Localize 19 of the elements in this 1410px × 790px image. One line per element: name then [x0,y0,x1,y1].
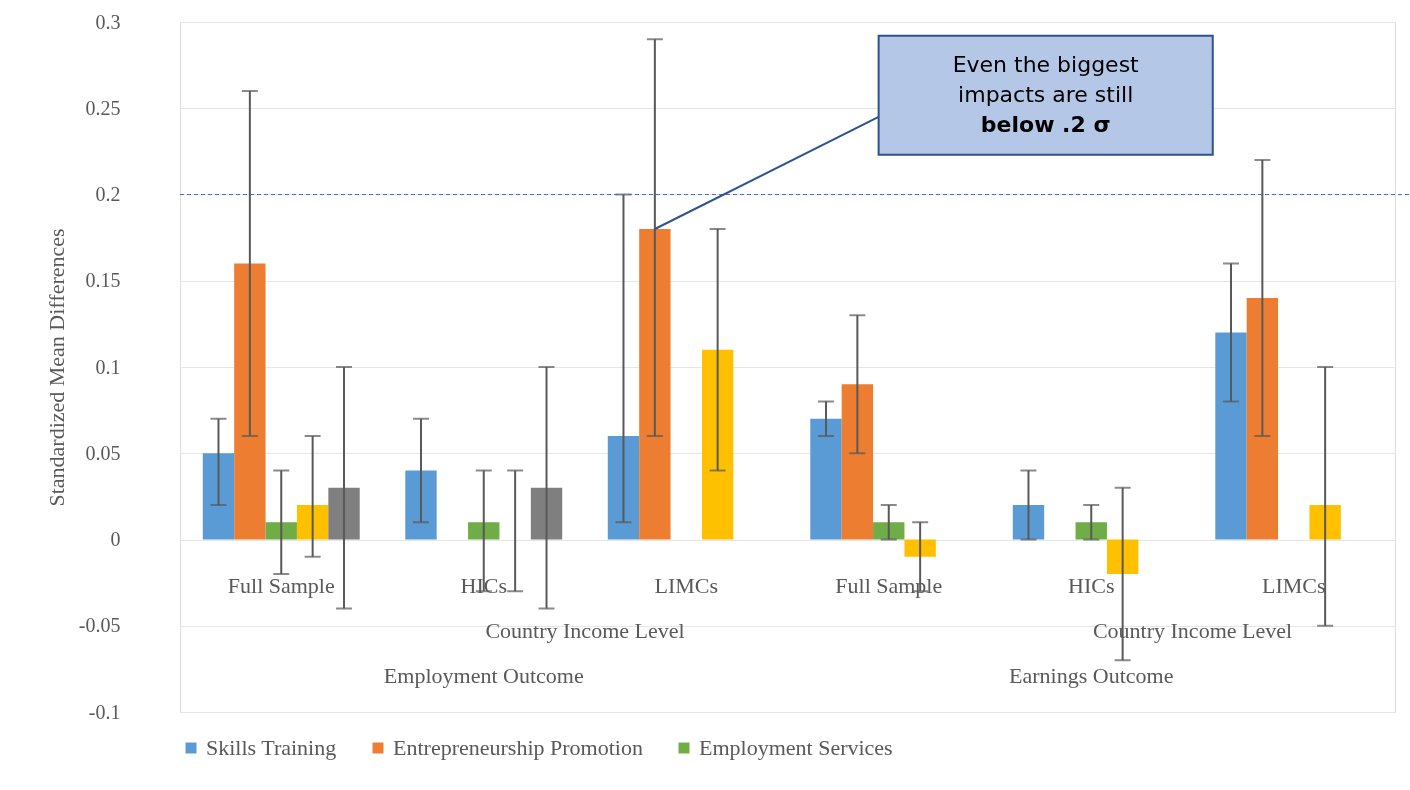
y-tick-label: 0.1 [95,355,121,378]
y-tick-label: -0.1 [88,700,121,723]
y-tick-label: 0 [110,528,121,550]
x-tick-label: HICs [1068,573,1115,598]
annotation: Earnings Outcome [1009,663,1174,688]
y-tick-label: 0.2 [95,183,121,205]
y-tick-label: -0.05 [78,614,121,637]
x-tick-label: LIMCs [654,573,719,598]
y-tick-label: 0.3 [95,10,121,33]
legend-label: Entrepreneurship Promotion [393,735,643,760]
legend-label: Employment Services [699,735,893,760]
annotation: Country Income Level [485,618,685,643]
y-axis-title: Standardized Mean Differences [43,228,69,507]
y-tick-label: 0.15 [85,269,121,292]
x-tick-label: Full Sample [227,573,335,598]
y-tick-label: 0.05 [85,441,121,464]
y-tick-label: 0.25 [85,96,121,119]
legend-label: Skills Training [206,735,337,760]
annotation: Employment Outcome [383,663,584,688]
